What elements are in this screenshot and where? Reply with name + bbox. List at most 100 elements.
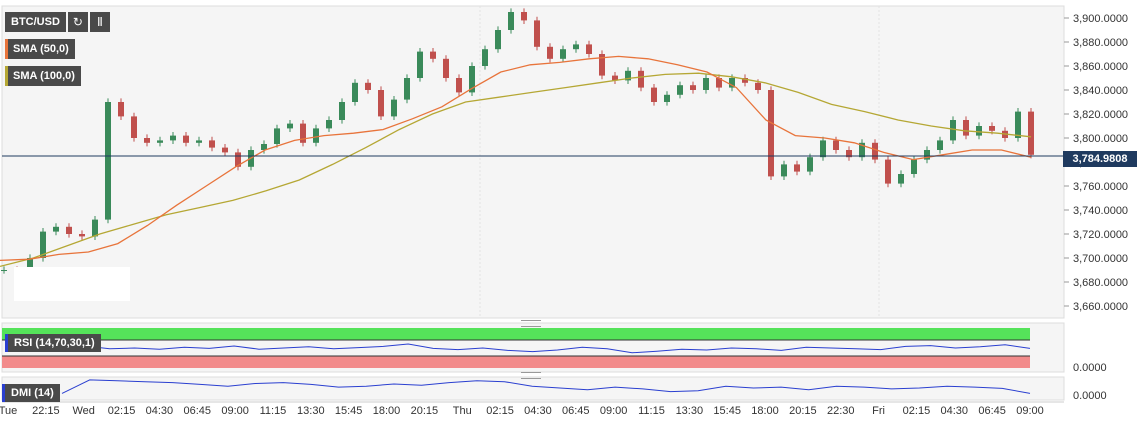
candle-body: [820, 140, 826, 158]
candle-body: [911, 159, 917, 174]
y-tick-label: 3,720.0000: [1073, 229, 1128, 241]
candle-body: [573, 44, 579, 50]
x-tick-label: 18:00: [373, 405, 401, 417]
candle-body: [274, 128, 280, 144]
y-tick-label: 3,700.0000: [1073, 253, 1128, 265]
candle-body: [40, 231, 46, 258]
pane-resize-handle-rsi[interactable]: [521, 320, 541, 327]
x-tick-label: Fri: [872, 405, 885, 417]
candle-body: [482, 49, 488, 66]
y-tick-label: 3,860.0000: [1073, 61, 1128, 73]
candle-body: [443, 58, 449, 78]
candle-body: [872, 142, 878, 160]
x-tick-label: 04:30: [941, 405, 969, 417]
sma100-legend[interactable]: SMA (100,0): [5, 66, 81, 86]
x-tick-label: 13:30: [297, 405, 325, 417]
candle-body: [53, 226, 59, 232]
candle-body: [742, 78, 748, 83]
candle-body: [326, 120, 332, 129]
x-tick-label: 09:00: [1016, 405, 1044, 417]
sma100-line: [0, 72, 1032, 268]
candle-body: [846, 150, 852, 158]
candle-body: [508, 12, 514, 30]
candle-body: [898, 174, 904, 184]
candle-body: [976, 126, 982, 136]
y-tick-label: 3,760.0000: [1073, 181, 1128, 193]
bar-chart-icon[interactable]: Ⅱ: [89, 12, 110, 32]
rsi-legend[interactable]: RSI (14,70,30,1): [5, 334, 101, 352]
rsi-label: RSI (14,70,30,1): [14, 337, 95, 349]
candle-body: [365, 82, 371, 90]
candle-body: [339, 102, 345, 120]
candle-body: [599, 54, 605, 76]
candle-body: [196, 140, 202, 143]
dmi-line: [61, 379, 1031, 394]
x-tick-label: 02:15: [108, 405, 136, 417]
candle-body: [859, 142, 865, 158]
x-tick-label: Tue: [0, 405, 17, 417]
candle-body: [92, 219, 98, 237]
y-tick-label: 3,880.0000: [1073, 37, 1128, 49]
x-tick-label: 06:45: [183, 405, 211, 417]
candle-body: [352, 82, 358, 102]
x-tick-label: 02:15: [486, 405, 514, 417]
toolbar: BTC/USD ↻ Ⅱ: [5, 12, 110, 32]
x-tick-label: 22:30: [827, 405, 855, 417]
x-tick-label: 02:15: [903, 405, 931, 417]
x-tick-label: 15:45: [335, 405, 363, 417]
x-tick-label: 20:15: [411, 405, 439, 417]
x-tick-label: 22:15: [32, 405, 60, 417]
price-plot-area: [1, 5, 1065, 319]
candle-body: [963, 120, 969, 136]
x-tick-label: 11:15: [638, 405, 665, 417]
dmi-label: DMI (14): [11, 387, 54, 399]
rsi-overbought-zone: [2, 328, 1030, 340]
sma100-chip[interactable]: SMA (100,0): [5, 66, 81, 86]
sma50-line: [0, 55, 1032, 262]
y-tick-label: 3,740.0000: [1073, 205, 1128, 217]
candle-body: [404, 78, 410, 100]
candle-body: [586, 44, 592, 54]
x-tick-label: 18:00: [751, 405, 779, 417]
x-tick-label: 13:30: [676, 405, 704, 417]
rsi-axis-label: 0.0000: [1073, 362, 1107, 374]
candle-body: [625, 70, 631, 81]
sma50-chip[interactable]: SMA (50,0): [5, 39, 75, 59]
x-tick-label: 11:15: [260, 405, 287, 417]
candle-body: [287, 123, 293, 129]
sma50-label: SMA (50,0): [13, 43, 69, 55]
candle-body: [547, 46, 553, 59]
candle-body: [794, 164, 800, 172]
candle-body: [469, 66, 475, 93]
candle-body: [677, 85, 683, 95]
dmi-axis-label: 0.0000: [1073, 390, 1107, 402]
candle-body: [664, 94, 670, 102]
candle-body: [937, 140, 943, 150]
x-tick-label: 09:00: [600, 405, 628, 417]
dmi-legend[interactable]: DMI (14): [2, 384, 60, 402]
candle-body: [391, 99, 397, 117]
candle-body: [1, 270, 7, 271]
candle-body: [417, 51, 423, 78]
candle-body: [66, 226, 72, 234]
candle-body: [521, 12, 527, 21]
candle-body: [638, 70, 644, 88]
pane-resize-handle-dmi[interactable]: [521, 372, 541, 379]
candle-body: [183, 135, 189, 143]
sma50-legend[interactable]: SMA (50,0): [5, 39, 75, 59]
y-tick-label: 3,900.0000: [1073, 13, 1128, 25]
candle-body: [950, 120, 956, 141]
candle-body: [495, 30, 501, 50]
candle-body: [729, 78, 735, 88]
candle-body: [989, 126, 995, 131]
candle-body: [560, 49, 566, 59]
candle-body: [755, 82, 761, 90]
sma100-label: SMA (100,0): [13, 70, 75, 82]
x-tick-label: 06:45: [978, 405, 1006, 417]
overlay-mask: [14, 267, 130, 301]
candle-body: [261, 144, 267, 150]
candle-body: [781, 164, 787, 177]
symbol-chip[interactable]: BTC/USD: [5, 12, 66, 32]
refresh-icon[interactable]: ↻: [67, 12, 88, 32]
